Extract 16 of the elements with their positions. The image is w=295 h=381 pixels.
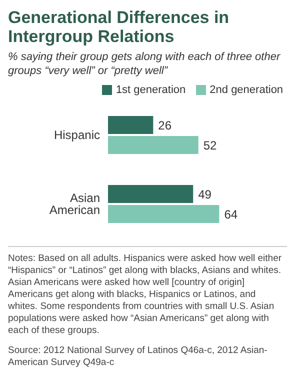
bar bbox=[108, 116, 154, 134]
y-tick-label: Hispanic bbox=[54, 128, 100, 142]
data-label: 49 bbox=[198, 187, 212, 202]
legend-label: 1st generation bbox=[116, 84, 186, 96]
chart-title: Generational Differences in Intergroup Relations bbox=[8, 8, 230, 46]
legend-label: 2nd generation bbox=[210, 84, 284, 96]
data-label: 26 bbox=[158, 118, 172, 132]
data-label: 64 bbox=[224, 207, 238, 222]
bar bbox=[108, 185, 194, 203]
y-tick-label: Asian American bbox=[49, 190, 100, 217]
source-note: Source: 2012 National Survey of Latinos Q46a-c, 2012 Asian-American Survey Q49a-c bbox=[8, 345, 268, 369]
chart-subtitle: % saying their group gets along with each of three other groups “very well” or “pretty well” bbox=[8, 50, 282, 78]
bar bbox=[108, 136, 198, 154]
data-label: 52 bbox=[203, 138, 218, 152]
bar bbox=[108, 205, 220, 223]
text: Notes: Based on all adults. Hispanics were asked how well either “Hispanics” or “Latinos” get along with blacks, Asians and whites. Asian Americans were asked how well [country of origin] Americans get along with blacks, Hispanics or Latinos, and whites. Some respondents from countries with small U.S. Asian populations were asked how “Asian Americans” get along with each of these groups. bbox=[8, 246, 287, 337]
